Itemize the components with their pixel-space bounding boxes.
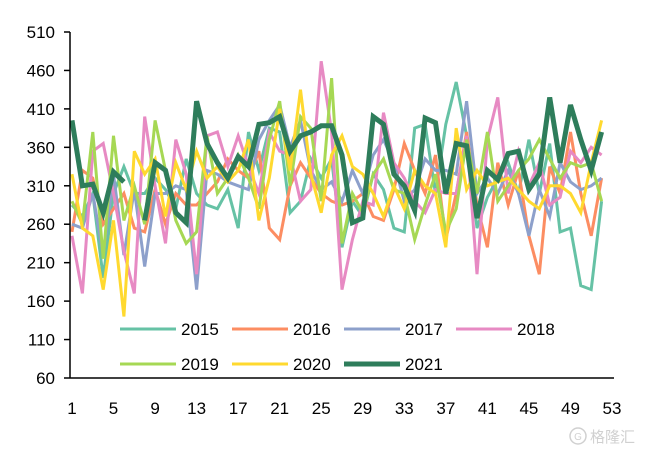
legend-label: 2019 (181, 355, 219, 374)
x-tick-label: 1 (67, 399, 76, 418)
x-tick-label: 25 (312, 399, 331, 418)
y-tick-label: 60 (36, 369, 55, 388)
legend-item-2015: 2015 (112, 317, 220, 341)
y-tick-label: 260 (27, 215, 55, 234)
x-axis-ticks: 1 5 9 13 17 21 25 29 33 37 41 45 49 53 (67, 399, 621, 418)
legend-label: 2015 (181, 320, 219, 339)
y-tick-label: 510 (27, 23, 55, 42)
x-tick-label: 9 (150, 399, 159, 418)
watermark-logo: G 格隆汇 (569, 427, 635, 446)
series-line-2021 (142, 97, 605, 229)
series-line-2018 (70, 60, 603, 294)
x-tick-label: 5 (109, 399, 118, 418)
legend-item-2020: 2020 (224, 352, 332, 376)
legend-item-2021: 2021 (336, 352, 444, 376)
legend-label: 2017 (405, 320, 443, 339)
watermark-text: 格隆汇 (590, 429, 635, 446)
y-tick-label: 310 (27, 177, 55, 196)
legend-item-2019: 2019 (112, 352, 220, 376)
y-tick-label: 360 (27, 138, 55, 157)
y-tick-label: 410 (27, 100, 55, 119)
legend: 2015 2016 2017 2018 2019 2020 2021 (112, 317, 556, 376)
y-tick-label: 110 (28, 331, 55, 350)
y-axis-ticks: 60 110 160 210 260 310 360 410 460 510 (27, 23, 70, 388)
legend-label: 2021 (405, 355, 443, 374)
series-line-2021 (69, 120, 126, 222)
x-tick-label: 37 (436, 399, 455, 418)
x-tick-label: 41 (478, 399, 497, 418)
series-lines (69, 60, 605, 317)
legend-label: 2016 (293, 320, 331, 339)
legend-label: 2020 (293, 355, 331, 374)
x-tick-label: 33 (395, 399, 414, 418)
legend-item-2017: 2017 (336, 317, 444, 341)
series-line-2019 (70, 77, 604, 259)
x-tick-label: 45 (519, 399, 538, 418)
legend-item-2018: 2018 (448, 317, 556, 341)
x-tick-label: 21 (270, 399, 289, 418)
x-tick-label: 53 (603, 399, 622, 418)
x-tick-label: 17 (229, 399, 248, 418)
svg-text:G: G (574, 432, 582, 443)
x-tick-label: 29 (353, 399, 372, 418)
legend-item-2016: 2016 (224, 317, 332, 341)
x-tick-label: 13 (187, 399, 206, 418)
y-tick-label: 460 (27, 61, 55, 80)
legend-label: 2018 (517, 320, 555, 339)
y-tick-label: 160 (27, 292, 55, 311)
x-tick-label: 49 (561, 399, 580, 418)
y-tick-label: 210 (27, 254, 55, 273)
